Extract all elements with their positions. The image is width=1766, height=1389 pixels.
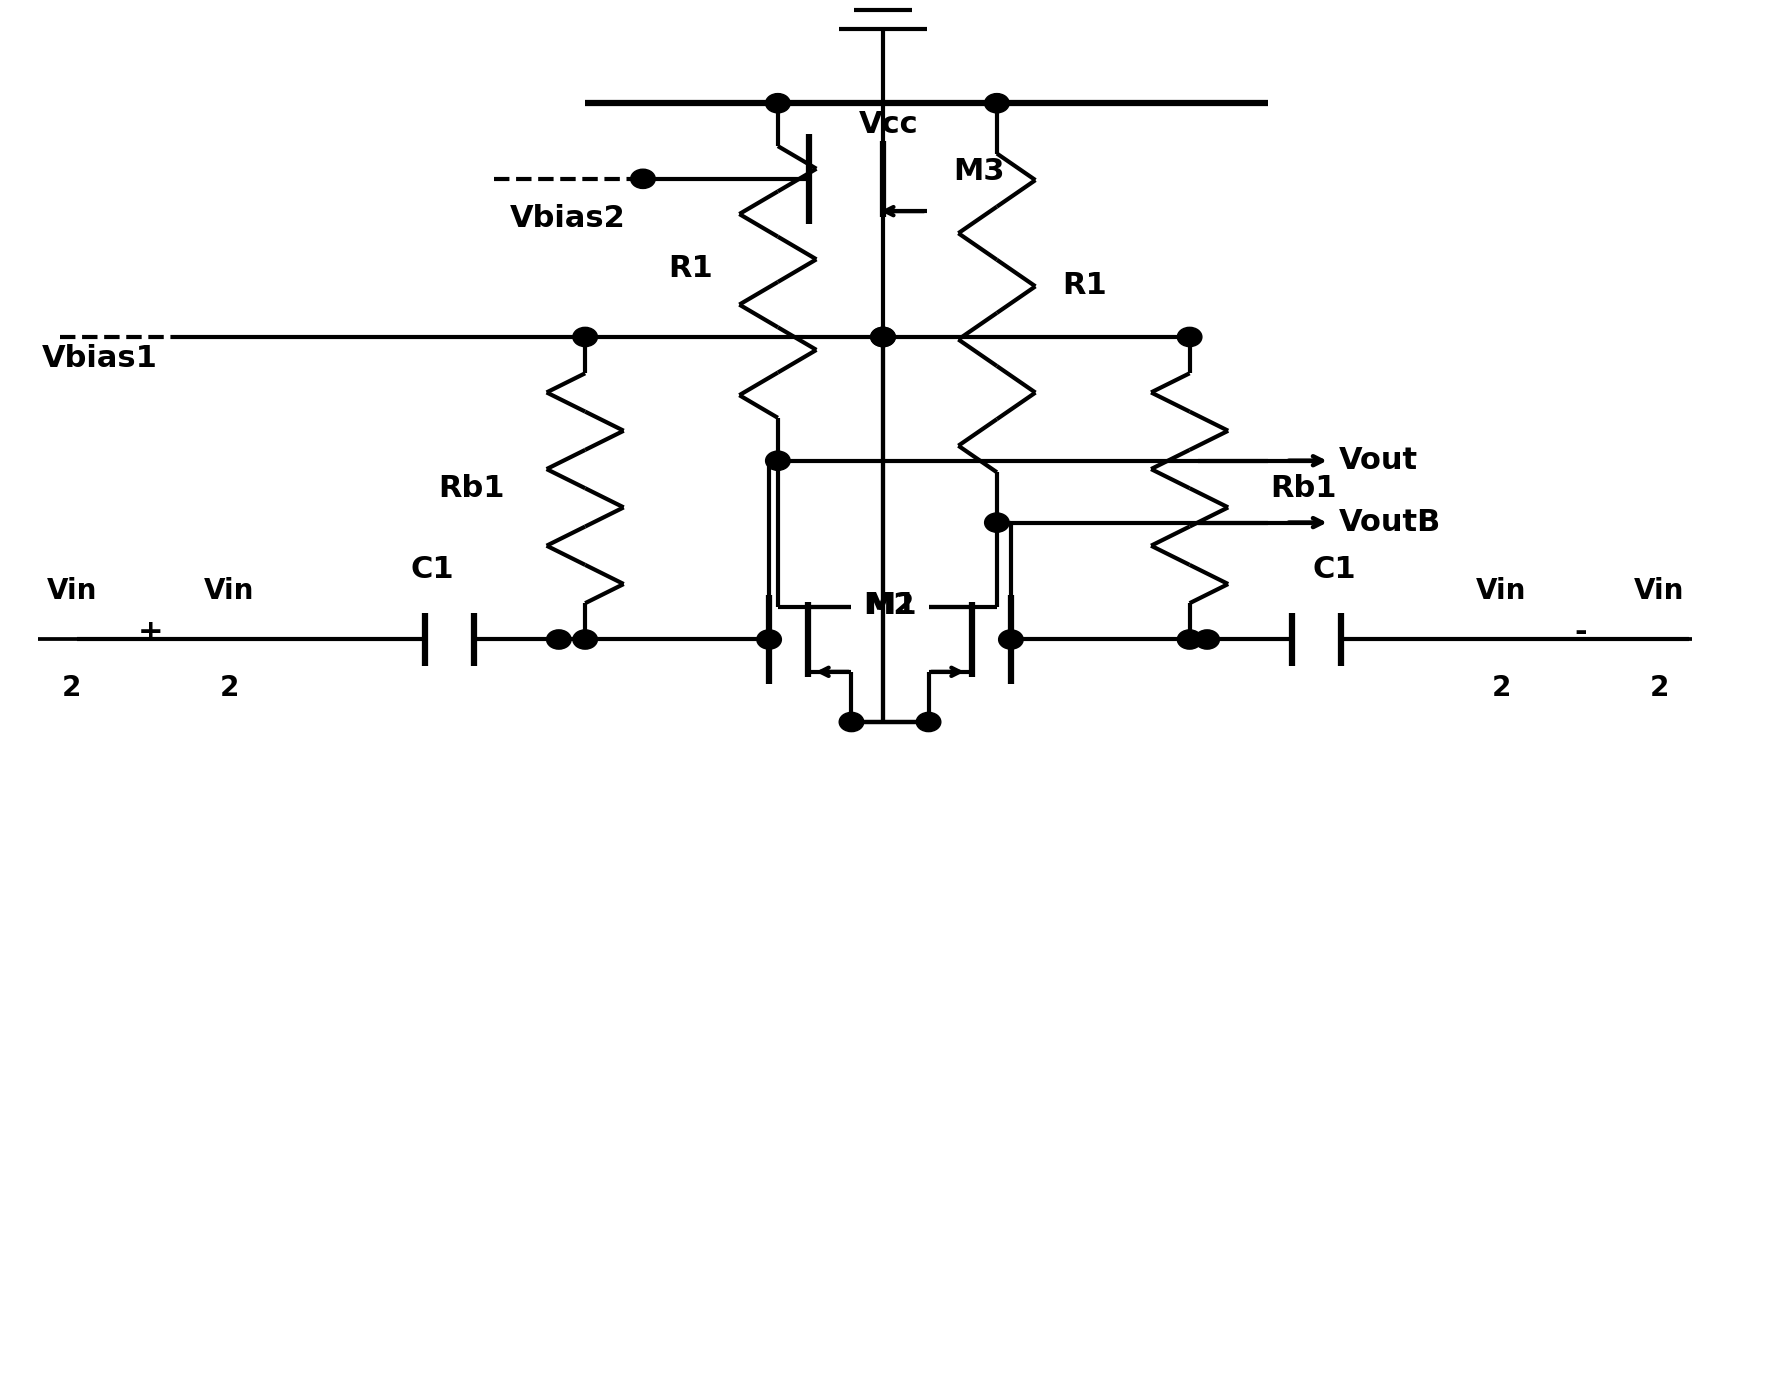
Text: R1: R1 [668,254,713,283]
Text: Vin: Vin [46,576,97,606]
Text: M1: M1 [865,590,917,619]
Circle shape [766,93,789,113]
Text: -: - [1574,618,1586,647]
Circle shape [985,93,1008,113]
Circle shape [1178,328,1203,347]
Circle shape [1178,629,1203,649]
Text: Vbias1: Vbias1 [42,344,157,372]
Text: 2: 2 [1649,674,1669,701]
Circle shape [547,629,570,649]
Text: Vbias2: Vbias2 [510,204,625,232]
Text: +: + [138,618,164,647]
Circle shape [766,451,789,471]
Text: Rb1: Rb1 [1270,474,1337,503]
Text: Vin: Vin [1476,576,1526,606]
Circle shape [630,169,655,189]
Text: M3: M3 [954,157,1005,186]
Circle shape [1196,629,1219,649]
Text: Vin: Vin [1634,576,1685,606]
Text: Vout: Vout [1339,446,1418,475]
Text: Rb1: Rb1 [438,474,505,503]
Circle shape [917,713,941,732]
Text: 2: 2 [62,674,81,701]
Circle shape [572,629,597,649]
Circle shape [871,328,895,347]
Circle shape [985,513,1008,532]
Circle shape [758,629,781,649]
Text: VoutB: VoutB [1339,508,1441,538]
Text: 2: 2 [219,674,238,701]
Circle shape [871,328,895,347]
Text: Vin: Vin [205,576,254,606]
Circle shape [839,713,864,732]
Text: 2: 2 [1492,674,1512,701]
Text: C1: C1 [1312,556,1356,585]
Text: C1: C1 [410,556,454,585]
Circle shape [998,629,1023,649]
Circle shape [572,328,597,347]
Text: R1: R1 [1061,271,1107,300]
Text: Vcc: Vcc [858,110,918,139]
Text: M2: M2 [864,590,915,619]
